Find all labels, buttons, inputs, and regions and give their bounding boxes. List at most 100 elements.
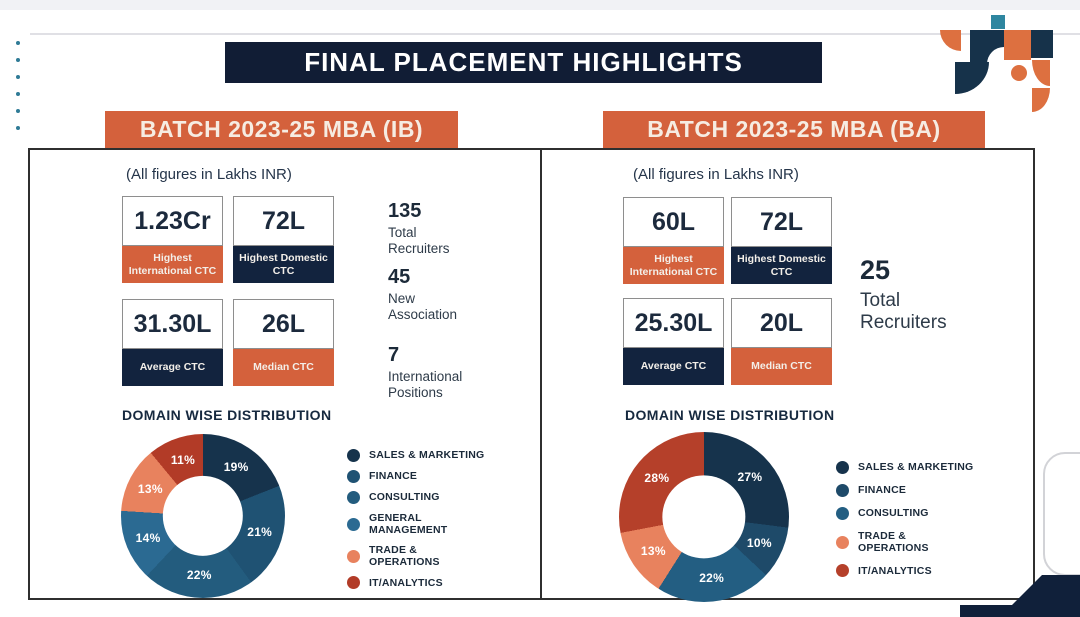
legend-dot-icon xyxy=(347,517,360,531)
white-notch-icon xyxy=(987,47,1004,64)
donut-slice-label: 27% xyxy=(737,469,763,484)
legend-item: IT/ANALYTICS xyxy=(347,576,489,590)
card-value: 25.30L xyxy=(623,298,724,348)
card-value: 20L xyxy=(731,298,832,348)
donut-slice-label: 22% xyxy=(186,567,212,582)
card-value: 26L xyxy=(233,299,334,349)
card-highest-domestic-ctc-ib: 72L Highest Domestic CTC xyxy=(233,196,334,283)
legend-dot-icon xyxy=(836,484,849,497)
legend-dot-icon xyxy=(347,470,360,483)
domain-donut-chart-ib: 19% 21% 22% 14% 13% 11% xyxy=(121,434,285,598)
quarter-circle-icon xyxy=(1032,60,1050,86)
corner-arrow-decoration xyxy=(960,575,1080,617)
legend-label: FINANCE xyxy=(369,470,418,483)
slide-top-edge xyxy=(30,33,1080,35)
dotted-line-decoration xyxy=(16,41,22,130)
legend-dot-icon xyxy=(836,535,849,549)
legend-item: FINANCE xyxy=(836,484,978,497)
legend-item: TRADE & OPERATIONS xyxy=(836,530,978,554)
donut-hole xyxy=(162,475,244,557)
card-median-ctc-ib: 26L Median CTC xyxy=(233,299,334,386)
chart-heading-ba: DOMAIN WISE DISTRIBUTION xyxy=(625,407,835,423)
donut-slice-label: 21% xyxy=(247,525,273,540)
figures-note-ba: (All figures in Lakhs INR) xyxy=(633,166,799,183)
legend-item: IT/ANALYTICS xyxy=(836,564,978,578)
donut-slice-label: 11% xyxy=(170,453,196,468)
card-label: Highest International CTC xyxy=(122,246,223,283)
card-value: 31.30L xyxy=(122,299,223,349)
card-value: 60L xyxy=(623,197,724,247)
batch-header-ba-text: BATCH 2023-25 MBA (BA) xyxy=(647,116,941,142)
stat-international-positions-ib: 7 International Positions xyxy=(388,344,480,401)
quarter-circle-icon xyxy=(1032,88,1050,112)
stat-total-recruiters-ba: 25 Total Recruiters xyxy=(860,255,968,335)
donut-slice-label: 28% xyxy=(644,470,670,485)
legend-item: GENERAL MANAGEMENT xyxy=(347,512,489,536)
legend-item: TRADE & OPERATIONS xyxy=(347,544,489,568)
legend-label: CONSULTING xyxy=(369,491,440,504)
card-label: Highest International CTC xyxy=(623,247,724,284)
legend-item: SALES & MARKETING xyxy=(347,449,489,462)
page-title: FINAL PLACEMENT HIGHLIGHTS xyxy=(225,42,822,83)
legend-dot-icon xyxy=(836,564,849,578)
legend-label: GENERAL MANAGEMENT xyxy=(369,512,448,537)
card-average-ctc-ba: 25.30L Average CTC xyxy=(623,298,724,385)
donut-slice-label: 22% xyxy=(699,570,725,585)
card-label: Median CTC xyxy=(233,349,334,386)
stat-value: 7 xyxy=(388,344,400,366)
legend-dot-icon xyxy=(347,576,360,590)
batch-header-ib-text: BATCH 2023-25 MBA (IB) xyxy=(139,116,424,142)
legend-item: CONSULTING xyxy=(836,507,978,520)
donut-slice-label: 13% xyxy=(137,482,163,497)
stat-label: International Positions xyxy=(388,369,463,400)
figures-note-ib: (All figures in Lakhs INR) xyxy=(126,166,292,183)
legend-label: SALES & MARKETING xyxy=(858,461,974,474)
navy-square-icon xyxy=(1031,30,1053,58)
stat-new-association-ib: 45 New Association xyxy=(388,266,480,323)
stat-total-recruiters-ib: 135 Total Recruiters xyxy=(388,200,480,257)
card-highest-international-ctc-ba: 60L Highest International CTC xyxy=(623,197,724,284)
orange-dot-icon xyxy=(1011,65,1027,81)
donut-slice-label: 19% xyxy=(223,460,249,475)
card-highest-international-ctc-ib: 1.23Cr Highest International CTC xyxy=(122,196,223,283)
domain-legend-ib: SALES & MARKETING FINANCE CONSULTING GEN… xyxy=(347,449,489,590)
legend-dot-icon xyxy=(347,491,360,504)
legend-label: IT/ANALYTICS xyxy=(858,564,932,577)
card-label: Highest Domestic CTC xyxy=(731,247,832,284)
legend-item: CONSULTING xyxy=(347,491,489,504)
legend-item: SALES & MARKETING xyxy=(836,461,978,474)
legend-label: SALES & MARKETING xyxy=(369,449,485,462)
legend-dot-icon xyxy=(347,449,360,462)
legend-label: TRADE & OPERATIONS xyxy=(858,530,929,555)
domain-legend-ba: SALES & MARKETING FINANCE CONSULTING TRA… xyxy=(836,461,978,578)
card-label: Average CTC xyxy=(623,348,724,385)
stat-label: New Association xyxy=(388,291,458,322)
legend-item: FINANCE xyxy=(347,470,489,483)
card-average-ctc-ib: 31.30L Average CTC xyxy=(122,299,223,386)
legend-label: IT/ANALYTICS xyxy=(369,576,443,589)
legend-dot-icon xyxy=(836,461,849,474)
page-title-text: FINAL PLACEMENT HIGHLIGHTS xyxy=(304,47,743,77)
orange-square-icon xyxy=(1004,30,1031,60)
card-value: 72L xyxy=(731,197,832,247)
stat-value: 135 xyxy=(388,200,422,222)
stat-label: Total Recruiters xyxy=(388,225,450,256)
card-label: Highest Domestic CTC xyxy=(233,246,334,283)
donut-hole xyxy=(662,475,746,559)
donut-slice-label: 10% xyxy=(746,536,772,551)
legend-label: TRADE & OPERATIONS xyxy=(369,544,440,569)
quarter-circle-icon xyxy=(940,30,961,51)
stat-value: 45 xyxy=(388,266,411,288)
domain-donut-chart-ba: 27% 10% 22% 13% 28% xyxy=(619,432,789,602)
corner-ornament xyxy=(935,13,1080,123)
chart-heading-ib: DOMAIN WISE DISTRIBUTION xyxy=(122,407,332,423)
panel-divider xyxy=(540,150,542,598)
curved-outline-decoration xyxy=(1043,452,1080,576)
stat-label: Total Recruiters xyxy=(860,290,947,334)
card-median-ctc-ba: 20L Median CTC xyxy=(731,298,832,385)
legend-dot-icon xyxy=(836,507,849,520)
legend-dot-icon xyxy=(347,549,360,563)
card-value: 72L xyxy=(233,196,334,246)
card-value: 1.23Cr xyxy=(122,196,223,246)
